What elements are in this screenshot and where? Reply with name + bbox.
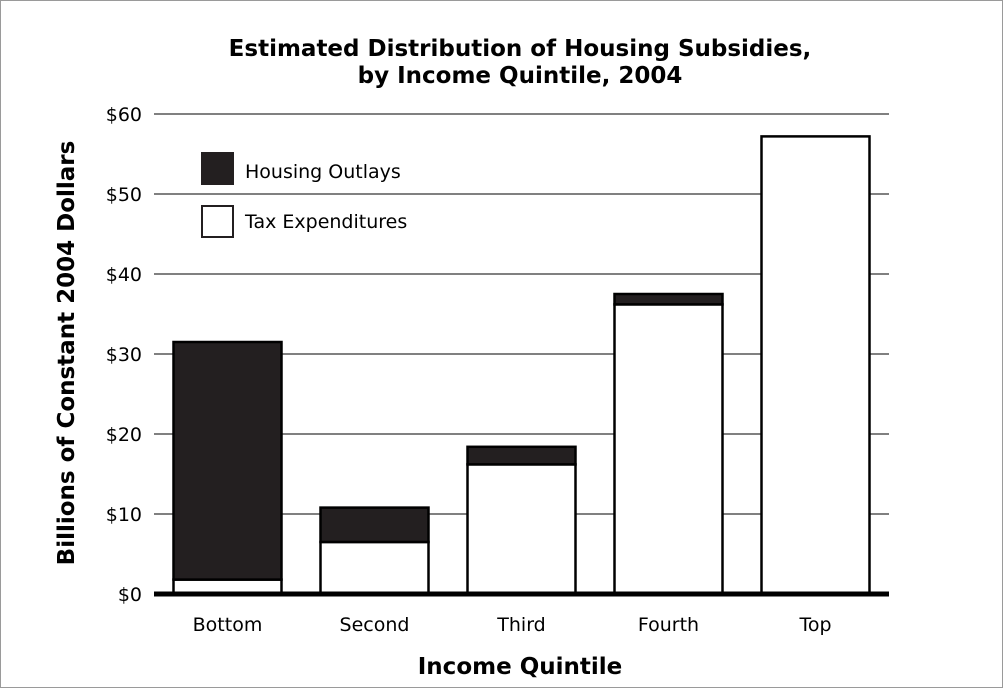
x-tick-label: Top (798, 614, 831, 636)
legend: Housing Outlays Tax Expenditures (201, 152, 407, 238)
x-tick-label: Bottom (193, 614, 263, 636)
x-axis-categories: Bottom Second Third Fourth Top (193, 614, 832, 636)
y-tick-label: $20 (106, 424, 142, 446)
y-axis-ticks: $0 $10 $20 $30 $40 $50 $60 (106, 104, 142, 606)
legend-label-tax-expenditures: Tax Expenditures (244, 211, 407, 233)
legend-swatch-housing-outlays (201, 152, 234, 185)
chart-subtitle: by Income Quintile, 2004 (358, 63, 683, 89)
x-tick-label: Third (496, 614, 545, 636)
legend-swatch-tax-expenditures (201, 205, 234, 238)
bar-housing-outlays (613, 292, 724, 306)
y-tick-label: $50 (106, 184, 142, 206)
chart-title: Estimated Distribution of Housing Subsid… (229, 36, 812, 62)
bar-housing-outlays (172, 340, 283, 581)
bar-housing-outlays (319, 506, 430, 544)
bars (172, 135, 871, 596)
x-tick-label: Second (340, 614, 410, 636)
x-tick-label: Fourth (638, 614, 699, 636)
x-axis-title: Income Quintile (418, 654, 622, 680)
y-tick-label: $10 (106, 504, 142, 526)
bar-tax-expenditures (613, 303, 724, 596)
y-tick-label: $0 (118, 584, 142, 606)
legend-label-housing-outlays: Housing Outlays (245, 161, 401, 183)
y-axis-title: Billions of Constant 2004 Dollars (54, 141, 80, 566)
y-tick-label: $30 (106, 344, 142, 366)
bar-housing-outlays (466, 445, 577, 466)
bar-tax-expenditures (466, 463, 577, 596)
y-tick-label: $60 (106, 104, 142, 126)
bar-tax-expenditures (760, 135, 871, 596)
y-tick-label: $40 (106, 264, 142, 286)
bar-tax-expenditures (319, 540, 430, 596)
